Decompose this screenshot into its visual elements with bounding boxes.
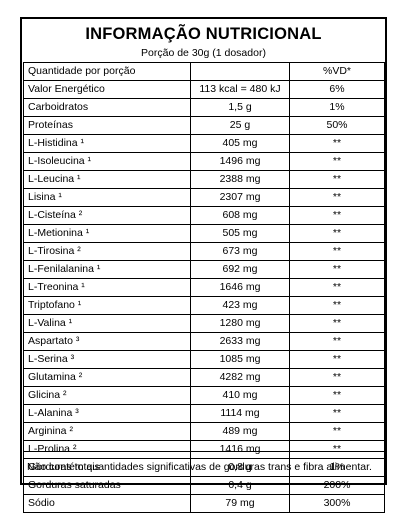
nutrient-name: Sódio: [23, 494, 191, 513]
nutrient-daily-value: 50%: [289, 116, 385, 135]
nutrient-amount: 1085 mg: [190, 350, 290, 369]
nutrient-name: L-Treonina ¹: [23, 278, 191, 297]
table-row: L-Metionina ¹ 505 mg **: [23, 224, 385, 243]
nutrient-daily-value: **: [289, 332, 385, 351]
nutrient-daily-value: **: [289, 404, 385, 423]
nutrient-name: L-Leucina ¹: [23, 170, 191, 189]
nutrient-amount: 2307 mg: [190, 188, 290, 207]
nutrient-name: Glutamina ²: [23, 368, 191, 387]
nutrient-daily-value: **: [289, 350, 385, 369]
nutrient-daily-value: **: [289, 134, 385, 153]
nutrition-facts-panel: INFORMAÇÃO NUTRICIONAL Porção de 30g (1 …: [20, 17, 387, 513]
nutrient-daily-value: **: [289, 260, 385, 279]
nutrient-name: L-Cisteína ²: [23, 206, 191, 225]
nutrient-name: L-Metionina ¹: [23, 224, 191, 243]
nutrient-name: L-Alanina ³: [23, 404, 191, 423]
table-row: L-Alanina ³ 1114 mg **: [23, 404, 385, 423]
nutrient-daily-value: **: [289, 296, 385, 315]
nutrient-name: Proteínas: [23, 116, 191, 135]
nutrient-name: L-Isoleucina ¹: [23, 152, 191, 171]
table-row: L-Fenilalanina ¹ 692 mg **: [23, 260, 385, 279]
nutrient-name: Carboidratos: [23, 98, 191, 117]
nutrient-daily-value: **: [289, 206, 385, 225]
table-row: Arginina ² 489 mg **: [23, 422, 385, 441]
nutrient-name: Arginina ²: [23, 422, 191, 441]
nutrient-name: Quantidade por porção: [23, 62, 191, 81]
nutrient-daily-value: **: [289, 368, 385, 387]
nutrient-daily-value: **: [289, 152, 385, 171]
nutrient-daily-value: %VD*: [289, 62, 385, 81]
table-row: Carboidratos 1,5 g 1%: [23, 98, 385, 117]
nutrient-name: L-Fenilalanina ¹: [23, 260, 191, 279]
nutrient-amount: 692 mg: [190, 260, 290, 279]
nutrient-name: Aspartato ³: [23, 332, 191, 351]
table-row: Aspartato ³ 2633 mg **: [23, 332, 385, 351]
nutrient-amount: [190, 62, 290, 81]
table-row: Valor Energético 113 kcal = 480 kJ 6%: [23, 80, 385, 99]
nutrient-daily-value: 300%: [289, 494, 385, 513]
nutrient-name: Valor Energético: [23, 80, 191, 99]
nutrient-daily-value: 1%: [289, 98, 385, 117]
nutrient-daily-value: **: [289, 422, 385, 441]
nutrient-amount: 608 mg: [190, 206, 290, 225]
table-row: Glutamina ² 4282 mg **: [23, 368, 385, 387]
nutrient-name: L-Valina ¹: [23, 314, 191, 333]
nutrient-amount: 673 mg: [190, 242, 290, 261]
table-row: L-Isoleucina ¹ 1496 mg **: [23, 152, 385, 171]
table-row: L-Valina ¹ 1280 mg **: [23, 314, 385, 333]
nutrient-name: Lisina ¹: [23, 188, 191, 207]
nutrient-name: Glicina ²: [23, 386, 191, 405]
nutrient-amount: 2388 mg: [190, 170, 290, 189]
nutrient-daily-value: **: [289, 170, 385, 189]
nutrient-amount: 423 mg: [190, 296, 290, 315]
table-row: L-Leucina ¹ 2388 mg **: [23, 170, 385, 189]
nutrient-amount: 410 mg: [190, 386, 290, 405]
nutrient-daily-value: **: [289, 278, 385, 297]
nutrition-table-body: Quantidade por porção %VD* Valor Energétic…: [23, 62, 385, 513]
nutrient-amount: 2633 mg: [190, 332, 290, 351]
table-row: L-Serina ³ 1085 mg **: [23, 350, 385, 369]
table-row: L-Histidina ¹ 405 mg **: [23, 134, 385, 153]
table-row: Gorduras saturadas 0,4 g 200%: [23, 476, 385, 495]
nutrient-amount: 1280 mg: [190, 314, 290, 333]
nutrient-daily-value: 6%: [289, 80, 385, 99]
nutrient-amount: 113 kcal = 480 kJ: [190, 80, 290, 99]
table-row: Glicina ² 410 mg **: [23, 386, 385, 405]
nutrient-daily-value: **: [289, 242, 385, 261]
table-row: L-Treonina ¹ 1646 mg **: [23, 278, 385, 297]
nutrient-name: L-Tirosina ²: [23, 242, 191, 261]
nutrient-amount: 79 mg: [190, 494, 290, 513]
table-row: Lisina ¹ 2307 mg **: [23, 188, 385, 207]
panel-title: INFORMAÇÃO NUTRICIONAL: [85, 25, 322, 43]
table-row: Triptofano ¹ 423 mg **: [23, 296, 385, 315]
footnote: Não contém quantidades significativas de…: [23, 451, 384, 481]
nutrient-amount: 505 mg: [190, 224, 290, 243]
nutrient-amount: 1114 mg: [190, 404, 290, 423]
nutrient-amount: 4282 mg: [190, 368, 290, 387]
table-row: L-Cisteína ² 608 mg **: [23, 206, 385, 225]
nutrient-amount: 25 g: [190, 116, 290, 135]
table-row: Sódio 79 mg 300%: [23, 494, 385, 513]
nutrient-amount: 1646 mg: [190, 278, 290, 297]
nutrient-name: Triptofano ¹: [23, 296, 191, 315]
nutrient-name: L-Serina ³: [23, 350, 191, 369]
nutrient-amount: 489 mg: [190, 422, 290, 441]
nutrition-table: Quantidade por porção %VD* Valor Energétic…: [23, 62, 385, 513]
nutrient-name: L-Histidina ¹: [23, 134, 191, 153]
nutrient-daily-value: **: [289, 224, 385, 243]
table-row: Proteínas 25 g 50%: [23, 116, 385, 135]
nutrient-daily-value: **: [289, 188, 385, 207]
table-row: L-Tirosina ² 673 mg **: [23, 242, 385, 261]
serving-size: Porção de 30g (1 dosador): [141, 47, 266, 59]
nutrient-amount: 1496 mg: [190, 152, 290, 171]
nutrient-amount: 1,5 g: [190, 98, 290, 117]
nutrient-amount: 405 mg: [190, 134, 290, 153]
table-row: Quantidade por porção %VD*: [23, 62, 385, 81]
nutrient-daily-value: **: [289, 314, 385, 333]
nutrient-daily-value: **: [289, 386, 385, 405]
